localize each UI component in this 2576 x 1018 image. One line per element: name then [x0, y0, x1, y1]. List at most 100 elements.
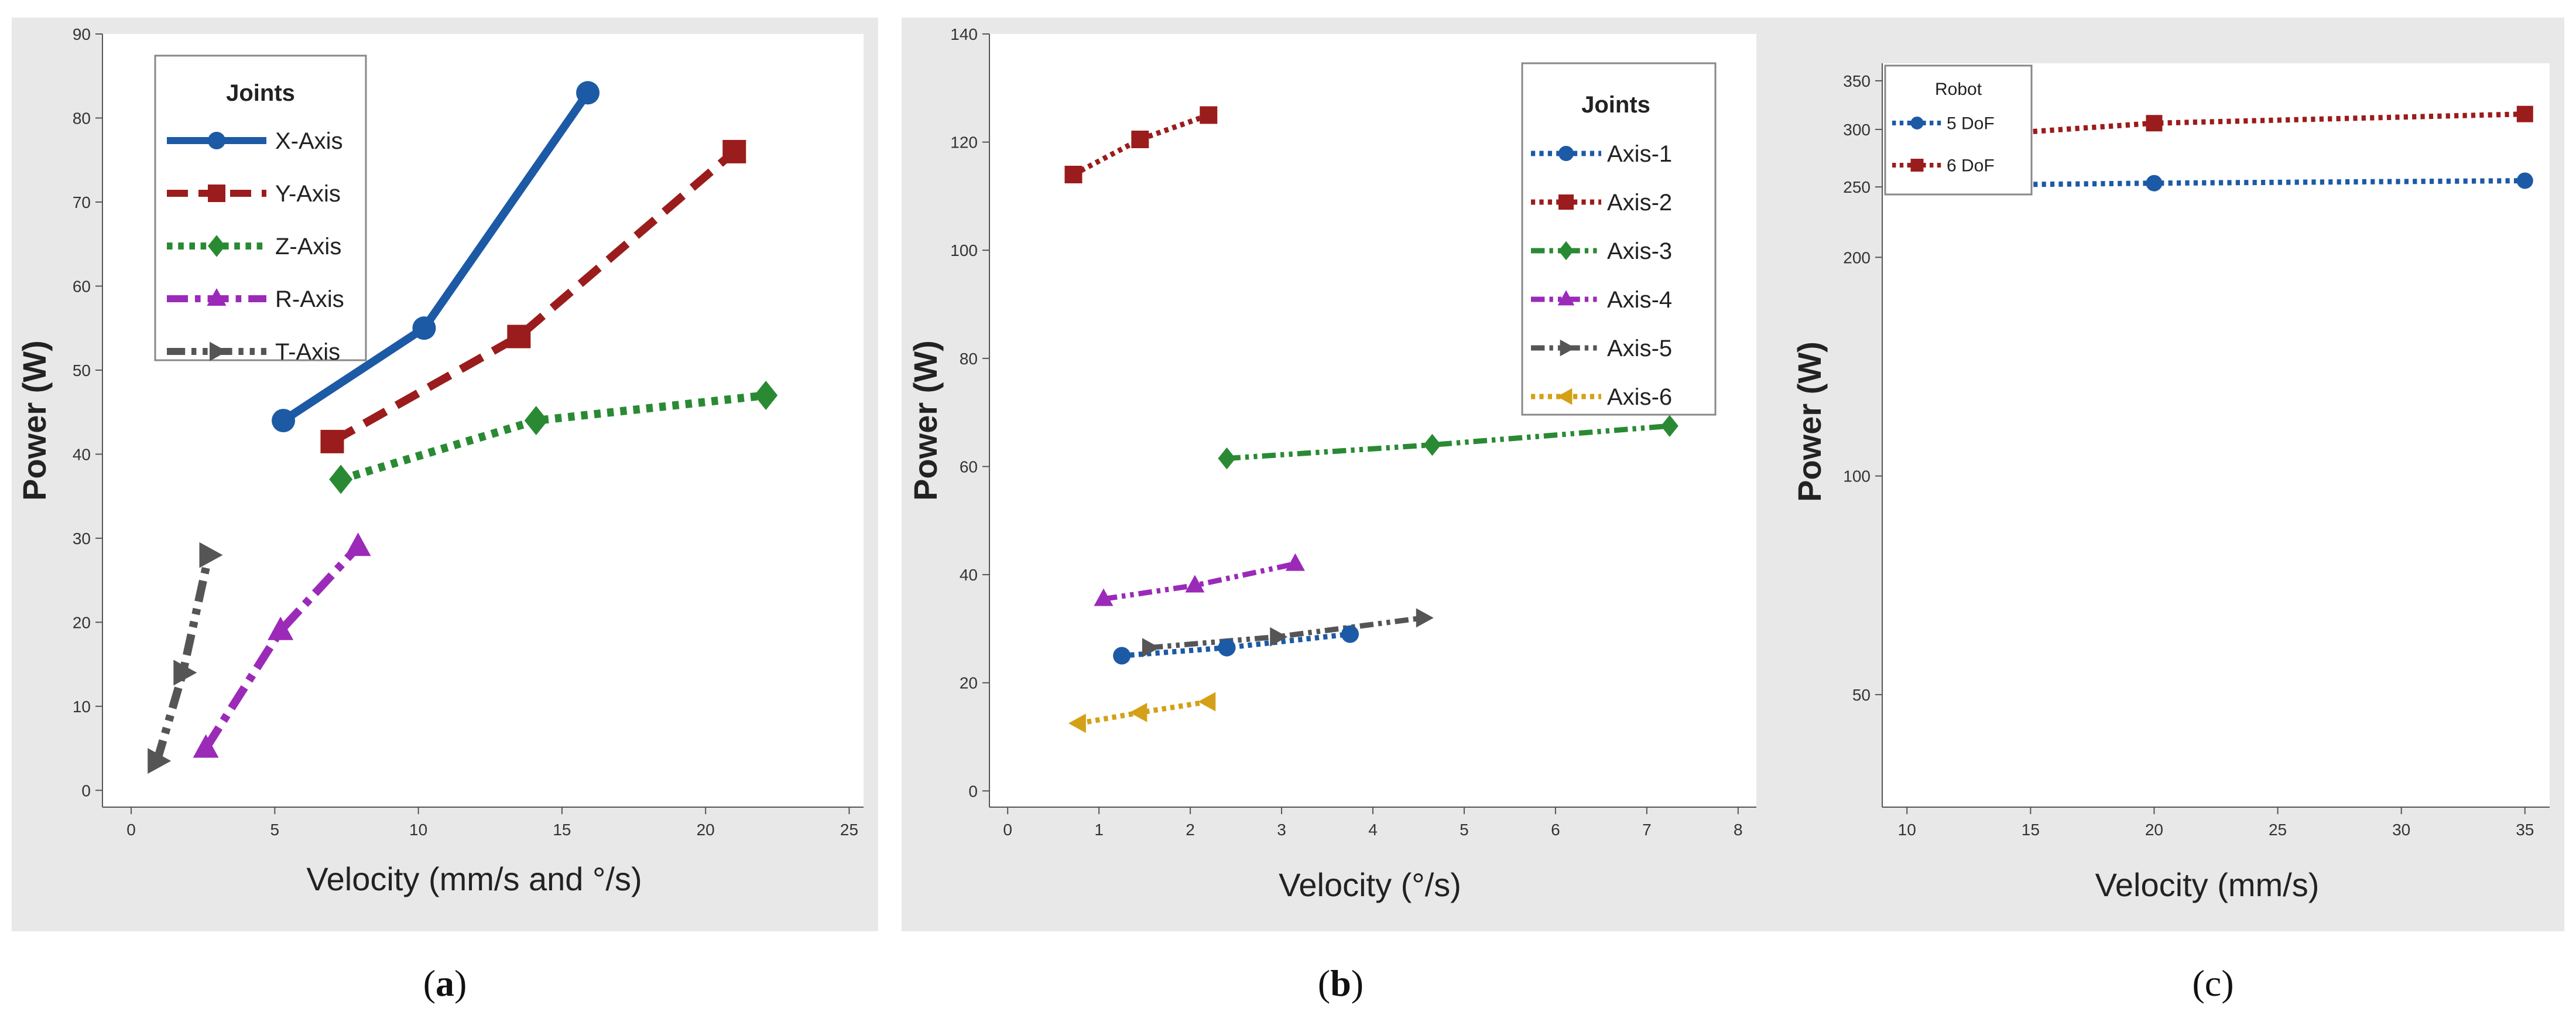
y-tick-label: 30 [73, 530, 91, 548]
data-point-y-axis [320, 429, 344, 453]
x-tick-label: 10 [1898, 821, 1916, 839]
y-tick-label: 40 [73, 445, 91, 463]
y-tick-label: 70 [73, 193, 91, 211]
x-tick-label: 20 [697, 821, 715, 839]
panel-a-ylabel: Power (W) [16, 340, 53, 501]
x-tick-label: 15 [553, 821, 571, 839]
legend-label: Axis-3 [1607, 238, 1672, 264]
data-point-r-axis [345, 532, 371, 556]
data-point-6-dof [2516, 105, 2533, 122]
data-point-r-axis [268, 616, 294, 640]
legend-label: 6 DoF [1947, 156, 1995, 176]
data-point-axis-3 [1423, 433, 1441, 456]
legend-marker [210, 341, 227, 361]
y-tick-label: 60 [960, 457, 978, 476]
data-point-y-axis [722, 139, 746, 163]
data-point-axis-6 [1068, 713, 1086, 733]
data-point-t-axis [148, 748, 172, 774]
panel-a-legend-box [154, 54, 367, 361]
legend-marker [1910, 159, 1924, 172]
panel-c-ylabel: Power (W) [1791, 341, 1828, 502]
x-tick-label: 25 [2269, 821, 2287, 839]
panel-b-legend-box [1521, 62, 1717, 416]
legend-label: Y-Axis [275, 181, 341, 207]
legend-marker [208, 132, 225, 149]
data-point-axis-2 [1200, 106, 1218, 124]
legend-marker [207, 288, 227, 306]
data-point-z-axis [524, 406, 548, 435]
panel-a-legend: Joints X-Axis Y-Axis Z-Axis R-Axis T-Axis [154, 54, 367, 365]
data-point-axis-5 [1270, 627, 1288, 647]
panel-b-legend: Joints Axis-1 Axis-2 Axis-3 Axis-4 Axis-5 Axi… [1521, 62, 1717, 416]
legend-label: 5 DoF [1947, 114, 1995, 134]
y-tick-label: 90 [73, 25, 91, 43]
y-tick-label: 300 [1843, 121, 1871, 139]
panel-c-legend-box [1884, 64, 2033, 196]
data-point-x-axis [412, 316, 436, 340]
y-tick-label: 20 [73, 613, 91, 631]
legend-label: Axis-5 [1607, 336, 1672, 361]
y-tick-label: 80 [960, 350, 978, 368]
data-point-6-dof [2146, 115, 2163, 132]
data-point-y-axis [507, 324, 531, 349]
legend-label: Axis-6 [1607, 384, 1672, 410]
x-tick-label: 5 [270, 821, 280, 839]
y-tick-label: 20 [960, 674, 978, 692]
panel-a-caption: (a) [423, 962, 467, 1004]
y-tick-label: 0 [968, 782, 978, 800]
x-tick-label: 30 [2392, 821, 2410, 839]
data-point-axis-1 [1341, 625, 1359, 643]
legend-label: Axis-4 [1607, 287, 1672, 313]
data-point-z-axis [754, 380, 778, 410]
y-tick-label: 50 [73, 361, 91, 380]
panel-b-caption: (b) [1318, 962, 1364, 1004]
x-tick-label: 2 [1186, 821, 1195, 839]
panel-c-legend-title: Robot [1935, 80, 1982, 99]
data-point-axis-3 [1660, 415, 1678, 437]
x-tick-label: 4 [1368, 821, 1378, 839]
y-tick-label: 80 [73, 109, 91, 127]
panel-c-caption: (c) [2192, 962, 2234, 1004]
panel-b-ylabel: Power (W) [907, 340, 944, 501]
panel-a-legend-title: Joints [226, 80, 295, 106]
legend-label: Axis-2 [1607, 190, 1672, 216]
x-tick-label: 0 [1003, 821, 1012, 839]
legend-marker [208, 235, 225, 257]
data-point-axis-3 [1218, 447, 1236, 470]
data-point-axis-6 [1129, 702, 1147, 722]
legend-marker [1558, 241, 1574, 261]
legend-label: T-Axis [275, 339, 340, 365]
y-tick-label: 250 [1843, 178, 1871, 196]
series-line-t-axis [153, 554, 213, 763]
x-tick-label: 0 [126, 821, 136, 839]
data-point-r-axis [193, 734, 219, 758]
data-point-5-dof [2146, 175, 2163, 192]
data-point-z-axis [329, 464, 353, 494]
legend-marker [208, 185, 225, 202]
y-tick-label: 40 [960, 566, 978, 584]
x-tick-label: 20 [2145, 821, 2163, 839]
y-tick-label: 100 [1843, 467, 1871, 486]
data-point-x-axis [272, 409, 296, 432]
data-point-axis-1 [1218, 638, 1236, 657]
data-point-axis-1 [1113, 647, 1131, 665]
data-point-axis-4 [1185, 575, 1205, 593]
series-line-z-axis [340, 391, 766, 484]
x-tick-label: 8 [1734, 821, 1743, 839]
x-tick-label: 5 [1460, 821, 1469, 839]
data-point-5-dof [2516, 172, 2533, 189]
data-point-axis-5 [1142, 638, 1160, 658]
data-point-axis-2 [1064, 166, 1083, 183]
data-point-axis-6 [1198, 692, 1216, 712]
legend-marker [1557, 388, 1573, 405]
legend-label: X-Axis [275, 128, 343, 154]
data-point-axis-2 [1131, 131, 1149, 148]
x-tick-label: 35 [2516, 821, 2534, 839]
legend-marker [1560, 339, 1575, 357]
y-tick-label: 50 [1852, 686, 1871, 704]
legend-label: Axis-1 [1607, 141, 1672, 167]
data-point-t-axis [199, 542, 223, 568]
